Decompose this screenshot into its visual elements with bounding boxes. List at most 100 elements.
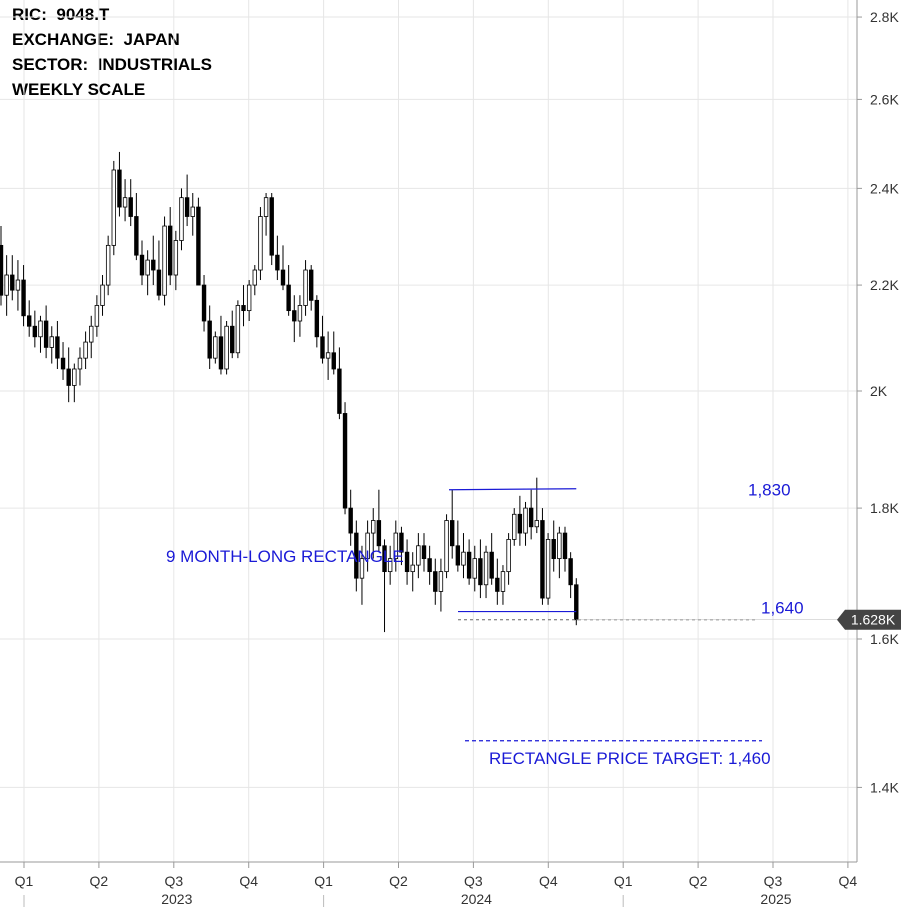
- candle-body: [371, 520, 376, 534]
- candle-body: [258, 216, 263, 271]
- candle-body: [167, 225, 173, 276]
- candle-body: [77, 357, 83, 370]
- candle-body: [252, 269, 257, 286]
- candle-body: [483, 551, 489, 586]
- x-quarter-label: Q2: [90, 873, 109, 889]
- candle-body: [151, 259, 156, 271]
- candle-body: [201, 284, 207, 322]
- candle-body: [551, 539, 556, 560]
- y-tick-label: 2.4K: [870, 180, 899, 196]
- candle-body: [286, 284, 291, 312]
- candle-body: [246, 284, 252, 312]
- candle-body: [427, 558, 432, 573]
- candles-group: [0, 151, 579, 633]
- candle-body: [117, 169, 122, 208]
- candle-body: [49, 336, 54, 348]
- candle-body: [512, 513, 517, 540]
- candle-body: [235, 305, 241, 354]
- x-quarter-label: Q1: [314, 873, 333, 889]
- candle-body: [4, 274, 9, 296]
- y-tick-label: 2.6K: [870, 91, 899, 107]
- x-quarter-label: Q1: [15, 873, 34, 889]
- candle-body: [66, 368, 71, 386]
- candle-body: [26, 315, 32, 327]
- candle-body: [444, 520, 449, 573]
- x-quarter-label: Q3: [464, 873, 483, 889]
- candle-body: [416, 545, 421, 566]
- annotations-group: 1,830 1,640 9 MONTH-LONG RECTANGLE RECTANGL…: [166, 481, 804, 768]
- candle-body: [72, 368, 77, 386]
- x-quarter-label: Q3: [164, 873, 183, 889]
- candle-body: [0, 244, 4, 296]
- x-quarter-label: Q2: [689, 873, 708, 889]
- candle-body: [111, 169, 116, 246]
- y-tick-label: 2.8K: [870, 9, 899, 25]
- candle-body: [10, 274, 15, 291]
- candle-body: [207, 320, 212, 359]
- candle-body: [438, 571, 444, 592]
- candle-body: [173, 240, 179, 276]
- scale-label: WEEKLY SCALE: [12, 80, 146, 99]
- candle-body: [348, 507, 353, 534]
- x-quarter-label: Q1: [614, 873, 633, 889]
- candle-body: [122, 197, 128, 208]
- x-year-label: 2023: [161, 891, 192, 907]
- x-quarter-label: Q3: [764, 873, 783, 889]
- x-year-label: 2025: [760, 891, 791, 907]
- candle-body: [280, 269, 286, 286]
- price-target-label: RECTANGLE PRICE TARGET: 1,460: [489, 749, 771, 768]
- candle-body: [320, 336, 325, 359]
- grid-lines: [0, 0, 857, 862]
- candle-body: [478, 558, 483, 586]
- x-quarter-label: Q4: [239, 873, 258, 889]
- candle-body: [342, 413, 348, 509]
- candle-body: [179, 197, 184, 241]
- pattern-label: 9 MONTH-LONG RECTANGLE: [166, 547, 404, 566]
- exchange-label: EXCHANGE: JAPAN: [12, 30, 180, 49]
- x-quarter-label: Q4: [839, 873, 858, 889]
- candle-body: [540, 520, 545, 599]
- candle-body: [325, 352, 331, 359]
- candle-body: [105, 244, 111, 286]
- candle-body: [433, 571, 438, 592]
- candle-body: [523, 507, 528, 534]
- candle-body: [500, 571, 506, 592]
- candle-body: [83, 341, 88, 359]
- candle-body: [359, 558, 365, 579]
- x-quarter-label: Q4: [539, 873, 558, 889]
- ric-label: RIC: 9048.T: [12, 5, 110, 24]
- candle-body: [190, 206, 195, 217]
- candle-body: [399, 532, 404, 553]
- y-tick-label: 2.2K: [870, 277, 899, 293]
- x-year-label: 2024: [461, 891, 492, 907]
- candle-body: [506, 539, 511, 573]
- candle-body: [156, 269, 162, 296]
- candle-body: [387, 558, 393, 573]
- candle-body: [43, 320, 49, 348]
- candle-body: [382, 545, 387, 573]
- candle-body: [196, 206, 201, 286]
- candle-body: [275, 254, 280, 271]
- candle-body: [224, 325, 229, 370]
- candle-body: [376, 520, 382, 547]
- candle-body: [100, 284, 105, 306]
- candle-body: [421, 545, 427, 560]
- candle-body: [60, 357, 66, 370]
- support-label: 1,640: [761, 599, 804, 618]
- candle-body: [574, 584, 579, 621]
- candle-body: [449, 520, 455, 547]
- candle-body: [534, 520, 539, 528]
- candle-body: [314, 299, 320, 338]
- candle-body: [145, 259, 150, 276]
- candle-body: [354, 532, 359, 579]
- candle-body: [466, 551, 472, 579]
- candle-body: [303, 269, 308, 306]
- candle-body: [528, 507, 534, 528]
- candle-body: [393, 532, 398, 560]
- candle-body: [545, 539, 551, 599]
- last-price-tag: [837, 609, 901, 630]
- candle-body: [139, 254, 145, 276]
- candle-body: [337, 368, 342, 414]
